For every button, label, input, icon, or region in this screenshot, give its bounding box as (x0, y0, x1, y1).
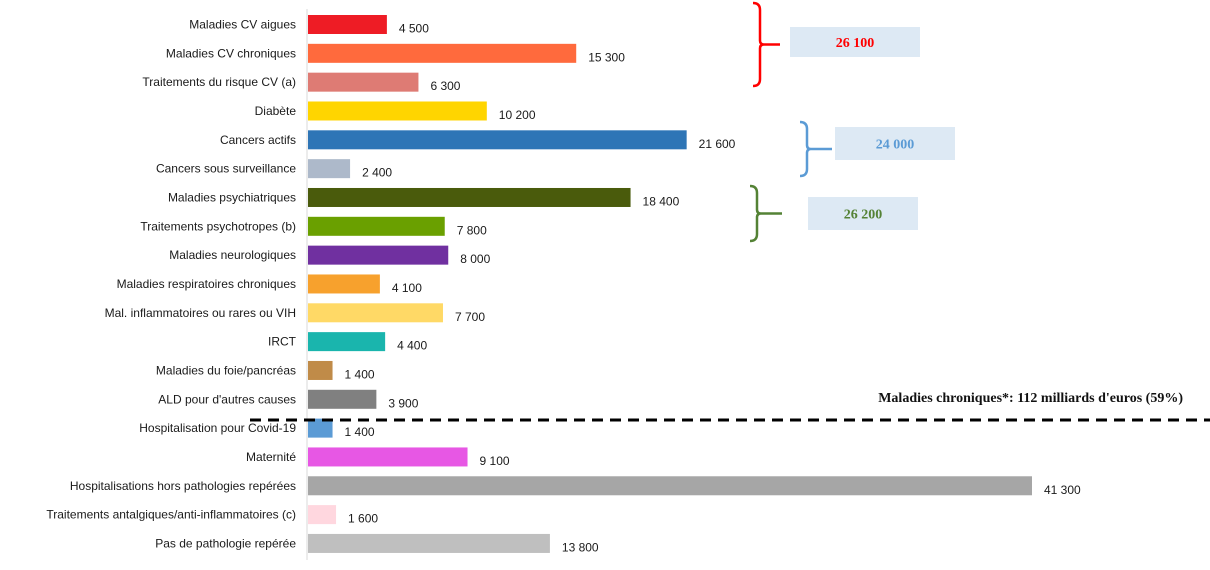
bar (308, 505, 337, 525)
value-label: 8 000 (460, 252, 490, 266)
value-label: 21 600 (699, 137, 736, 151)
value-label: 6 300 (430, 79, 460, 93)
category-label: Maladies du foie/pancréas (156, 363, 296, 377)
group-bracket (749, 184, 782, 243)
category-label: Hospitalisation pour Covid-19 (139, 421, 296, 435)
category-label: Maladies respiratoires chroniques (117, 277, 296, 291)
value-label: 7 800 (457, 223, 487, 237)
bar (308, 216, 445, 236)
category-label: Cancers sous surveillance (156, 162, 296, 176)
group-total-label: 26 200 (844, 208, 883, 223)
group-total-label: 26 100 (836, 36, 875, 51)
bar (308, 303, 443, 323)
group-total-box (808, 197, 918, 230)
group-bracket (752, 1, 780, 88)
value-label: 15 300 (588, 50, 625, 64)
category-label: ALD pour d'autres causes (158, 392, 296, 406)
bar (308, 15, 387, 34)
category-label: Traitements du risque CV (a) (142, 75, 296, 89)
value-label: 2 400 (362, 166, 392, 180)
group-bracket (799, 120, 832, 178)
bar (308, 418, 333, 438)
value-label: 7 700 (455, 310, 485, 324)
bar (308, 72, 419, 92)
bar (308, 101, 487, 121)
bar (308, 389, 377, 409)
bar (308, 245, 449, 265)
category-label: Maladies neurologiques (169, 248, 296, 262)
bar (308, 159, 351, 179)
category-label: Maladies psychiatriques (168, 190, 296, 204)
category-label: Traitements psychotropes (b) (140, 219, 296, 233)
group-brackets-layer: 26 100 24 000 26 200 (749, 1, 955, 243)
category-label: Hospitalisations hors pathologies repéré… (70, 479, 296, 493)
bar (308, 533, 550, 553)
category-label: Maladies CV aigues (189, 18, 296, 32)
category-label: Traitements antalgiques/anti-inflammatoi… (46, 508, 296, 522)
bar (308, 447, 468, 467)
value-label: 4 500 (399, 22, 429, 36)
value-label: 1 400 (345, 367, 375, 381)
category-label: IRCT (268, 335, 297, 349)
group-total-label: 24 000 (876, 138, 915, 153)
value-label: 9 100 (480, 454, 510, 468)
bar (308, 187, 631, 207)
bar (308, 360, 333, 380)
chronic-annotation: Maladies chroniques*: 112 milliards d'eu… (878, 391, 1183, 406)
bar (308, 130, 687, 150)
category-label: Maladies CV chroniques (166, 46, 296, 60)
bar (308, 332, 386, 352)
value-label: 3 900 (388, 396, 418, 410)
value-label: 10 200 (499, 108, 536, 122)
value-label: 4 400 (397, 339, 427, 353)
bar (308, 43, 577, 63)
group-total-box (835, 127, 955, 160)
value-label: 41 300 (1044, 483, 1081, 497)
value-label: 18 400 (643, 194, 680, 208)
bars-layer (306, 9, 1032, 560)
category-label: Mal. inflammatoires ou rares ou VIH (105, 306, 296, 320)
labels-layer: Maladies CV aigues 4 500 Maladies CV chron… (46, 18, 1081, 555)
value-label: 13 800 (562, 540, 599, 554)
category-label: Cancers actifs (220, 133, 296, 147)
value-label: 4 100 (392, 281, 422, 295)
category-label: Pas de pathologie repérée (155, 536, 296, 550)
value-label: 1 400 (345, 425, 375, 439)
value-label: 1 600 (348, 512, 378, 526)
category-label: Maternité (246, 450, 296, 464)
bar (308, 274, 380, 294)
category-label: Diabète (255, 104, 297, 118)
group-total-box (790, 27, 920, 57)
bar (308, 476, 1032, 496)
